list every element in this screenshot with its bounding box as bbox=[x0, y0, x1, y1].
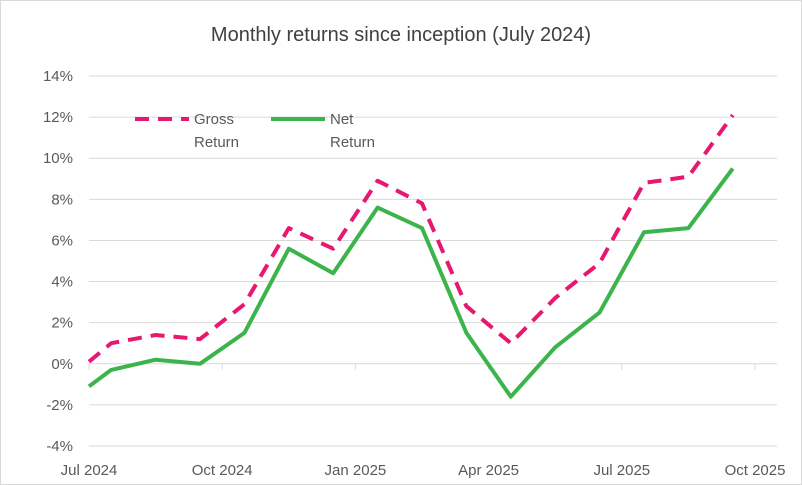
x-tick-label: Apr 2025 bbox=[458, 462, 519, 479]
legend: Gross Return Net Return bbox=[135, 111, 375, 151]
x-tick-label: Oct 2024 bbox=[192, 462, 253, 479]
x-axis-tick-labels: Jul 2024 Oct 2024 Jan 2025 Apr 2025 Jul 2025… bbox=[61, 462, 786, 479]
y-tick-label: 2% bbox=[51, 315, 73, 332]
x-tick-label: Jul 2024 bbox=[61, 462, 118, 479]
y-tick-label: 8% bbox=[51, 191, 73, 208]
gross-return-series-line bbox=[87, 113, 735, 364]
y-axis-tick-labels: 14% 12% 10% 8% 6% 4% 2% 0% -2% -4% bbox=[43, 68, 73, 455]
y-tick-label: 6% bbox=[51, 232, 73, 249]
grid-lines bbox=[89, 75, 777, 447]
x-tick-label: Oct 2025 bbox=[725, 462, 786, 479]
x-tick-label: Jul 2025 bbox=[593, 462, 650, 479]
y-tick-label: -4% bbox=[46, 438, 73, 455]
y-tick-label: 10% bbox=[43, 150, 73, 167]
chart-title: Monthly returns since inception (July 20… bbox=[211, 24, 591, 46]
legend-label: Net bbox=[330, 111, 354, 128]
net-return-series-line bbox=[87, 167, 735, 399]
y-tick-label: -2% bbox=[46, 397, 73, 414]
y-tick-label: 12% bbox=[43, 109, 73, 126]
x-tick-label: Jan 2025 bbox=[325, 462, 387, 479]
y-tick-label: 4% bbox=[51, 274, 73, 291]
legend-label: Return bbox=[330, 134, 375, 151]
legend-label: Return bbox=[194, 134, 239, 151]
y-tick-label: 14% bbox=[43, 68, 73, 85]
y-tick-label: 0% bbox=[51, 356, 73, 373]
legend-label: Gross bbox=[194, 111, 234, 128]
series-lines bbox=[87, 113, 735, 399]
